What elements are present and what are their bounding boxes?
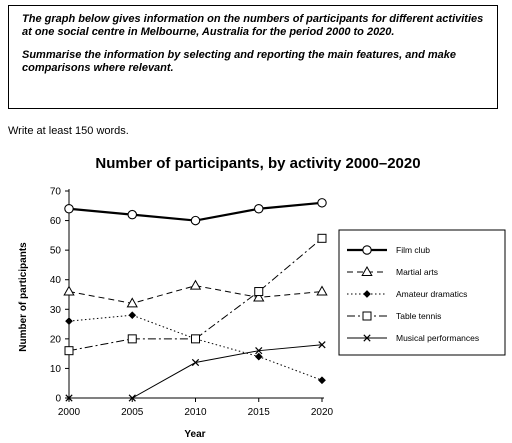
- legend-marker-table-tennis: [362, 311, 372, 321]
- legend-marker-amateur-dramatics: [363, 290, 371, 298]
- y-tick-label: 70: [50, 187, 62, 198]
- legend-marker-musical-performances: [363, 334, 371, 342]
- legend-label-table-tennis: Table tennis: [396, 311, 441, 321]
- x-tick-label: 2020: [311, 407, 334, 418]
- x-tick-label: 2010: [184, 407, 207, 418]
- data-point-table-tennis: [254, 287, 264, 297]
- data-point-table-tennis: [64, 346, 74, 356]
- data-point-martial-arts: [126, 297, 138, 308]
- task-prompt-box: The graph below gives information on the…: [8, 5, 498, 109]
- chart-title: Number of participants, by activity 2000…: [95, 155, 420, 172]
- legend-marker-martial-arts: [361, 265, 373, 276]
- data-point-amateur-dramatics: [128, 311, 137, 320]
- y-tick-label: 10: [50, 364, 62, 375]
- data-point-amateur-dramatics: [254, 352, 263, 361]
- x-tick-label: 2005: [121, 407, 144, 418]
- data-point-amateur-dramatics: [318, 376, 326, 385]
- y-tick-label: 50: [50, 246, 62, 257]
- legend-label-amateur-dramatics: Amateur dramatics: [396, 289, 467, 299]
- data-point-musical-performances: [128, 394, 136, 402]
- data-point-musical-performances: [191, 358, 200, 367]
- data-point-table-tennis: [127, 334, 137, 344]
- word-count-instruction: Write at least 150 words.: [8, 125, 129, 137]
- data-point-musical-performances: [65, 394, 73, 402]
- data-point-film-club: [254, 203, 264, 214]
- x-tick-label: 2015: [248, 407, 271, 418]
- data-point-film-club: [190, 215, 201, 226]
- y-tick-label: 40: [50, 275, 62, 286]
- y-axis-label: Number of participants: [18, 242, 29, 352]
- legend-label-martial-arts: Martial arts: [396, 267, 438, 277]
- y-tick-label: 20: [50, 334, 62, 345]
- series-line-table-tennis: [68, 237, 323, 352]
- data-point-martial-arts: [316, 285, 328, 296]
- data-point-martial-arts: [253, 291, 265, 302]
- data-point-martial-arts: [63, 285, 75, 296]
- data-point-amateur-dramatics: [65, 317, 73, 326]
- series-line-amateur-dramatics: [68, 314, 323, 381]
- data-point-film-club: [64, 203, 74, 214]
- x-tick-label: 2000: [58, 407, 81, 418]
- data-point-table-tennis: [191, 334, 200, 344]
- legend: Film club Martial arts Amateur dramatics Ta…: [338, 229, 506, 356]
- y-tick-label: 30: [50, 305, 62, 316]
- data-point-martial-arts: [189, 279, 202, 290]
- task-instruction: Summarise the information by selecting a…: [22, 49, 456, 74]
- legend-marker-film-club: [362, 245, 372, 255]
- data-point-table-tennis: [317, 233, 327, 243]
- y-tick-label: 60: [50, 216, 62, 227]
- legend-label-musical-performances: Musical performances: [396, 333, 479, 343]
- series-line-musical-performances: [69, 344, 323, 399]
- task-description: The graph below gives information on the…: [22, 13, 484, 38]
- x-axis-label: Year: [184, 429, 205, 440]
- data-point-musical-performances: [318, 341, 326, 349]
- data-point-film-club: [127, 209, 138, 220]
- y-tick-label: 0: [55, 394, 61, 405]
- data-point-film-club: [317, 198, 327, 208]
- legend-label-film-club: Film club: [396, 245, 430, 255]
- data-point-musical-performances: [255, 347, 263, 355]
